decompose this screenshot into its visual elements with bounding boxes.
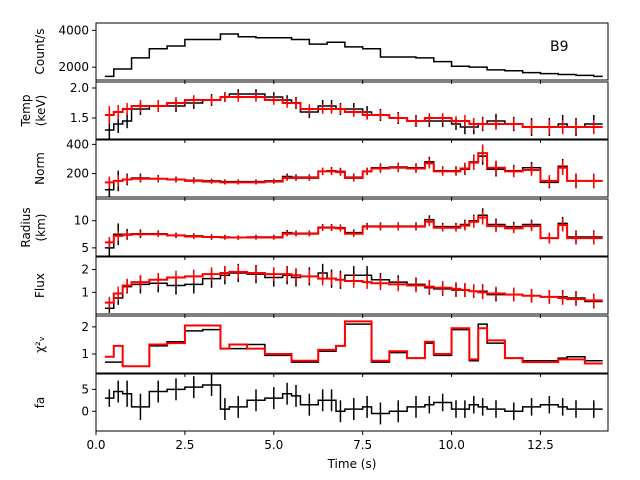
- ylabel-temp-line1: Temp: [19, 95, 33, 128]
- panel-frame-counts: [95, 22, 609, 81]
- series-group-chi2: [104, 320, 603, 368]
- ylabel-chi2: χ²ᵥ: [33, 336, 47, 353]
- xtick-label-5: 12.5: [527, 438, 554, 452]
- series-norm-red-line: [104, 152, 603, 184]
- series-fa-black-line: [104, 384, 603, 415]
- xlabel: Time (s): [327, 457, 377, 471]
- ylabel-temp-line2: (keV): [34, 95, 48, 126]
- ytick-label-flux-0: 1: [81, 285, 89, 299]
- ytick-label-chi2-0: 1: [81, 347, 89, 361]
- series-group-fa: [104, 374, 603, 425]
- panel-chi2: 1 2 χ²ᵥ: [33, 315, 609, 377]
- panel-counts: 2000 4000 Count/s B9: [33, 22, 609, 84]
- ylabel-radius-line1: Radius: [19, 207, 33, 247]
- series-group-counts: [104, 33, 603, 78]
- ylabel-fa: fa: [33, 397, 47, 409]
- panel-radius: 5 10 Radius (km): [19, 198, 609, 260]
- ytick-label-counts-1: 4000: [58, 23, 89, 37]
- panel-frame-temp: [95, 81, 609, 140]
- ylabel-counts: Count/s: [33, 29, 47, 75]
- ytick-label-norm-0: 200: [66, 167, 89, 181]
- ytick-label-radius-1: 10: [74, 214, 89, 228]
- panel-fa: 0 5 fa: [33, 373, 609, 435]
- panel-norm: 200 400 Norm: [33, 137, 609, 201]
- xtick-label-1: 2.5: [175, 438, 194, 452]
- ytick-label-counts-0: 2000: [58, 60, 89, 74]
- ytick-label-fa-1: 5: [81, 382, 89, 396]
- panel-frame-chi2: [95, 315, 609, 374]
- panel-flux: 1 2 Flux: [33, 256, 609, 318]
- ytick-label-norm-1: 400: [66, 137, 89, 151]
- series-chi2-red-line: [104, 320, 603, 368]
- ytick-label-fa-0: 0: [81, 404, 89, 418]
- xtick-label-0: 0.0: [86, 438, 105, 452]
- plot-root: 2000 4000 Count/s B9 1.5 2.0 Temp (keV) 200 400 No…: [19, 22, 609, 471]
- series-group-flux: [104, 263, 603, 313]
- ylabel-radius-line2: (km): [34, 213, 48, 241]
- panel-temp: 1.5 2.0 Temp (keV): [19, 81, 609, 143]
- panel-frame-radius: [95, 198, 609, 257]
- ytick-label-flux-1: 2: [81, 263, 89, 277]
- panel-frame-norm: [95, 139, 609, 198]
- series-counts-black-line: [104, 33, 603, 78]
- series-group-radius: [104, 208, 603, 256]
- ylabel-norm: Norm: [33, 152, 47, 185]
- ytick-label-chi2-1: 2: [81, 320, 89, 334]
- ytick-label-temp-0: 1.5: [70, 111, 89, 125]
- annotation-counts: B9: [550, 39, 569, 55]
- ylabel-flux: Flux: [33, 273, 47, 298]
- series-norm-black-line: [104, 155, 603, 191]
- series-group-norm: [104, 144, 603, 197]
- xtick-label-3: 7.5: [353, 438, 372, 452]
- panel-frame-fa: [95, 373, 609, 432]
- ytick-label-temp-1: 2.0: [70, 81, 89, 95]
- xtick-label-4: 10.0: [438, 438, 465, 452]
- panel-frame-flux: [95, 256, 609, 315]
- xtick-label-2: 5.0: [264, 438, 283, 452]
- ytick-label-radius-0: 5: [81, 241, 89, 255]
- series-group-temp: [104, 89, 603, 139]
- series-chi2-black-line: [104, 323, 603, 367]
